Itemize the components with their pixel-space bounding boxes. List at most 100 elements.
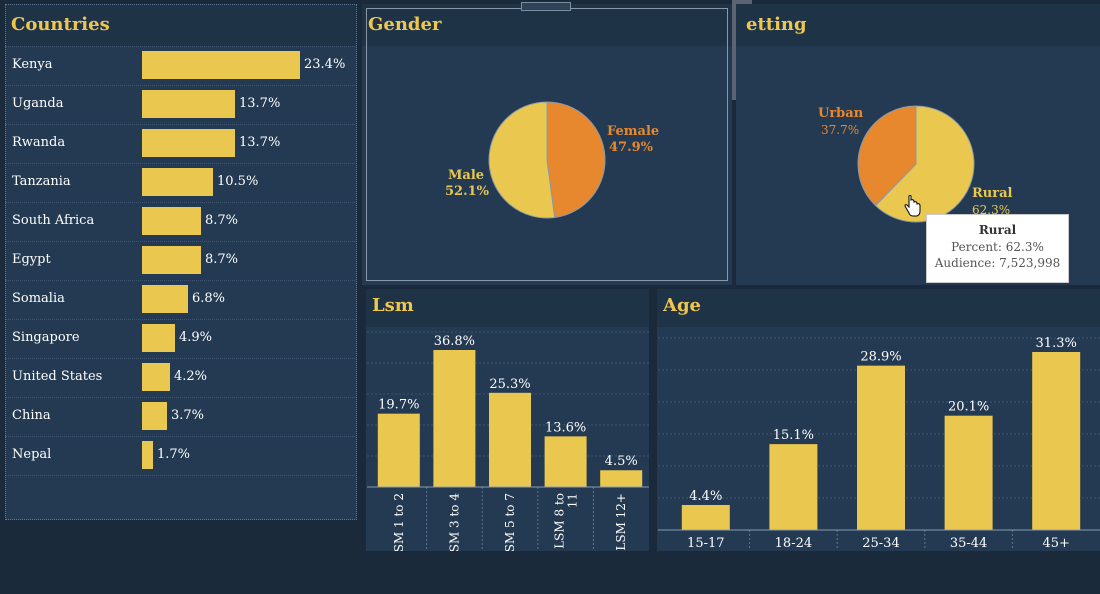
lsm-value-label: 13.6%: [545, 420, 586, 435]
country-row-divider: [5, 241, 355, 242]
gender-title: Gender: [368, 14, 442, 35]
country-row-divider: [5, 124, 355, 125]
lsm-title: Lsm: [372, 295, 414, 316]
country-bar[interactable]: [142, 90, 235, 118]
lsm-category-label: LSM 3 to 4: [447, 493, 461, 551]
age-category-label: 25-34: [862, 536, 899, 551]
country-row-divider: [5, 46, 355, 47]
country-bar[interactable]: [142, 324, 175, 352]
country-row-divider: [5, 202, 355, 203]
lsm-header: [366, 289, 649, 327]
lsm-category-label: LSM 5 to 7: [503, 493, 517, 551]
age-bar: [1032, 352, 1081, 530]
lsm-bar: [544, 436, 587, 487]
age-value-label: 28.9%: [860, 350, 901, 365]
age-header: [657, 289, 1100, 327]
tooltip-title: Rural: [978, 223, 1017, 237]
gender-value-male: 52.1%: [445, 184, 490, 199]
country-bar[interactable]: [142, 207, 201, 235]
setting-title: etting: [746, 14, 807, 35]
gender-header: [362, 4, 732, 46]
country-value-label: 4.9%: [179, 330, 213, 345]
lsm-bar: [600, 470, 643, 487]
gender-label-male: Male: [448, 168, 484, 183]
country-bar[interactable]: [142, 129, 235, 157]
country-value-label: 13.7%: [239, 96, 281, 111]
age-bar: [769, 444, 818, 530]
country-bar[interactable]: [142, 168, 213, 196]
setting-slice-rural: [874, 105, 975, 223]
lsm-category-label: LSM 8 to: [553, 493, 567, 549]
country-label: Rwanda: [12, 135, 66, 150]
lsm-bar: [489, 392, 531, 487]
lsm-panel: Lsm 19.7% LSM 1 to 2 36.8% LSM 3 to 4 25.3% L…: [366, 289, 649, 551]
country-label: Tanzania: [12, 174, 71, 189]
country-value-label: 8.7%: [205, 213, 239, 228]
age-value-label: 15.1%: [773, 428, 814, 443]
lsm-bar-chart: 19.7% LSM 1 to 2 36.8% LSM 3 to 4 25.3% LSM 5…: [367, 331, 649, 551]
lsm-value-label: 25.3%: [489, 377, 530, 392]
country-row-divider: [5, 280, 355, 281]
country-bar[interactable]: [142, 285, 188, 313]
country-label: United States: [12, 369, 103, 384]
lsm-value-label: 4.5%: [605, 454, 638, 469]
country-value-label: 10.5%: [217, 174, 259, 189]
age-category-label: 45+: [1042, 536, 1069, 551]
countries-header: [5, 4, 357, 46]
country-label: China: [12, 408, 51, 423]
age-bar: [944, 415, 993, 530]
setting-label-rural: Rural: [972, 186, 1013, 201]
age-category-label: 35-44: [950, 536, 987, 551]
gender-slice-female: [546, 101, 606, 219]
tooltip: Rural Percent: 62.3% Audience: 7,523,998: [926, 214, 1069, 283]
lsm-category-label: 11: [566, 493, 580, 508]
countries-border: [5, 4, 357, 520]
country-value-label: 3.7%: [171, 408, 205, 423]
setting-pie-chart: Urban 37.7% Rural 62.3%: [818, 105, 1013, 223]
hand-cursor-icon: [904, 195, 921, 217]
country-bar[interactable]: [142, 363, 170, 391]
age-category-label: 15-17: [687, 536, 724, 551]
tooltip-audience: Audience: 7,523,998: [934, 256, 1061, 270]
age-value-label: 20.1%: [948, 400, 989, 415]
age-panel: Age 4.4% 15-17 15.1% 18-24 28.9% 25-34 20.1% 35…: [657, 289, 1100, 551]
gender-panel: Gender Female 47.9% Male 52.1%: [362, 4, 732, 285]
country-label: Egypt: [12, 252, 51, 267]
gender-value-female: 47.9%: [609, 140, 654, 155]
gender-label-female: Female: [607, 124, 659, 139]
country-row-divider: [5, 358, 355, 359]
age-title: Age: [663, 295, 702, 316]
country-bar[interactable]: [142, 402, 167, 430]
country-label: Kenya: [12, 57, 53, 72]
country-row-divider: [5, 85, 355, 86]
country-bar[interactable]: [142, 51, 300, 79]
country-bar[interactable]: [142, 441, 153, 469]
lsm-category-label: LSM 1 to 2: [392, 493, 406, 551]
setting-value-urban: 37.7%: [821, 123, 859, 137]
country-row-divider: [5, 436, 355, 437]
lsm-value-label: 36.8%: [434, 334, 475, 349]
countries-panel: Countries Kenya 23.4% Uganda 13.7% Rwanda 13.…: [5, 4, 357, 520]
country-bar[interactable]: [142, 246, 201, 274]
gender-slice-male: [488, 101, 556, 219]
country-value-label: 13.7%: [239, 135, 281, 150]
setting-value-rural: 62.3%: [972, 203, 1010, 217]
lsm-bar: [377, 413, 420, 487]
country-label: Uganda: [12, 96, 64, 111]
country-label: Singapore: [12, 330, 80, 345]
country-row-divider: [5, 397, 355, 398]
countries-title: Countries: [11, 14, 110, 35]
age-bar-chart: 4.4% 15-17 15.1% 18-24 28.9% 25-34 20.1% 35-44 3…: [658, 336, 1100, 551]
tooltip-percent: Percent: 62.3%: [951, 240, 1044, 254]
lsm-value-label: 19.7%: [378, 398, 419, 413]
country-row-divider: [5, 163, 355, 164]
resize-grip[interactable]: [521, 2, 571, 11]
setting-slice-urban: [857, 105, 917, 207]
country-label: Nepal: [12, 447, 52, 462]
age-category-label: 18-24: [775, 536, 812, 551]
country-value-label: 8.7%: [205, 252, 239, 267]
country-value-label: 6.8%: [192, 291, 226, 306]
lsm-category-label: LSM 12+: [614, 493, 628, 551]
age-value-label: 31.3%: [1036, 336, 1077, 351]
